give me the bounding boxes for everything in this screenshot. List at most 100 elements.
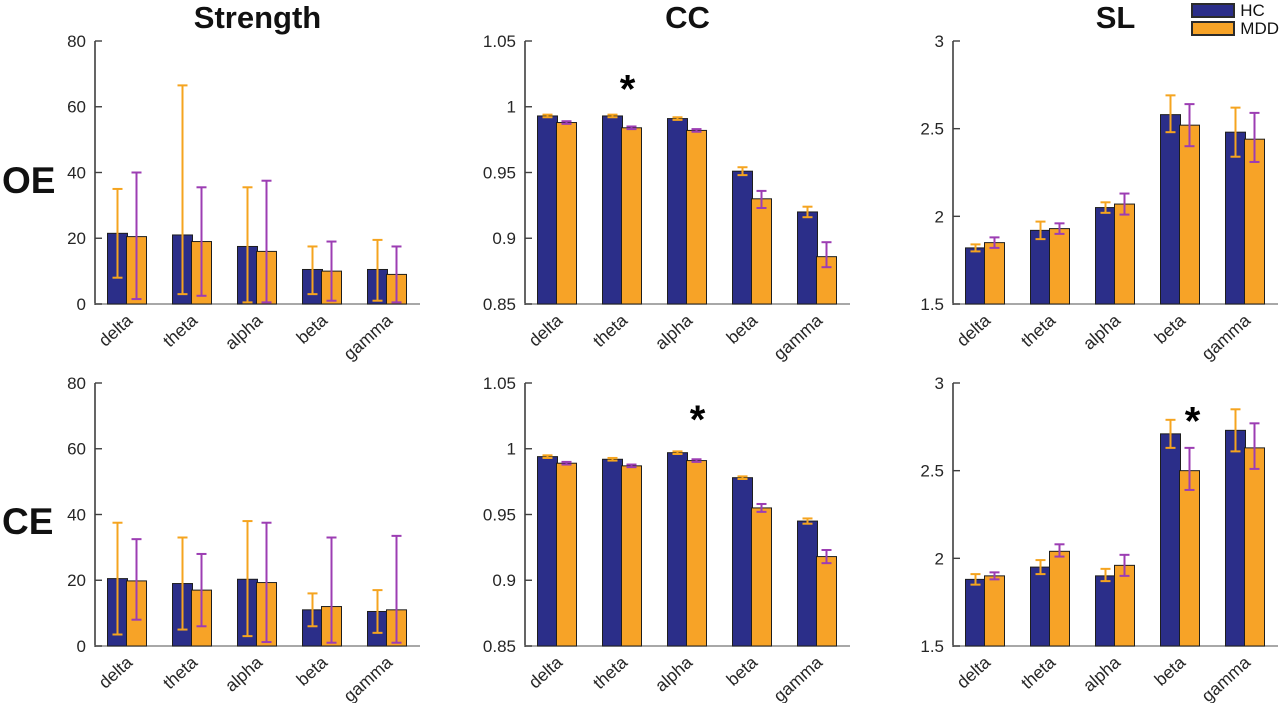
x-category-label: beta [1150,310,1189,348]
legend: HC MDD [1191,1,1279,37]
significance-star: * [690,398,706,442]
y-tick-label: 1.05 [483,374,516,393]
x-category-label: delta [953,310,995,350]
hc-errorbar-beta [307,245,318,296]
col-title-strength: Strength [193,0,322,35]
y-tick-label: 2.5 [920,462,944,481]
x-category-label: gamma [769,652,826,703]
mdd-bar-delta [984,242,1005,305]
x-category-label: alpha [221,652,266,696]
mdd-bar-beta [1179,470,1200,647]
hc-errorbar-alpha [242,186,253,304]
mdd-bar-theta [1049,550,1070,647]
chart-ce-strength: 0 20 40 60 80 delta theta alpha beta gamma [67,374,420,703]
mdd-errorbar-beta [756,189,767,210]
hc-bar-alpha [1095,207,1116,305]
x-category-label: delta [95,310,137,350]
hc-errorbar-delta [542,454,553,459]
hc-errorbar-theta [607,113,618,119]
hc-bar-beta [1160,433,1181,647]
mdd-bar-delta [556,462,577,647]
hc-errorbar-gamma [372,589,383,634]
mdd-bar-beta [751,507,772,647]
x-category-label: theta [159,652,202,693]
hc-bar-beta [732,170,753,305]
y-tick-label: 40 [67,163,86,182]
mdd-legend-swatch [1191,21,1236,36]
hc-errorbar-beta [1165,94,1176,134]
mdd-errorbar-delta [561,120,572,125]
y-tick-label: 1.5 [920,637,944,656]
hc-errorbar-gamma [802,517,813,525]
hc-errorbar-delta [542,113,553,119]
y-tick-label: 60 [67,98,86,117]
y-tick-label: 0.85 [483,637,516,656]
y-tick-label: 1 [507,440,516,459]
col-title-sl: SL [1095,0,1136,35]
mdd-bar-beta [751,198,772,305]
y-tick-label: 0.9 [492,571,516,590]
x-category-label: alpha [1079,310,1124,354]
y-tick-label: 1.5 [920,295,944,314]
mdd-errorbar-beta [326,536,337,644]
mdd-errorbar-theta [196,186,207,297]
x-category-label: alpha [651,310,696,354]
hc-errorbar-gamma [1230,106,1241,158]
mdd-bar-alpha [686,460,707,647]
hc-bar-alpha [667,118,688,305]
mdd-errorbar-beta [1184,446,1195,491]
mdd-errorbar-alpha [691,128,702,133]
mdd-errorbar-theta [626,463,637,469]
hc-bar-gamma [1225,429,1246,647]
hc-errorbar-alpha [672,450,683,456]
mdd-errorbar-theta [626,125,637,131]
hc-errorbar-alpha [1100,567,1111,583]
mdd-errorbar-alpha [261,179,272,304]
hc-errorbar-theta [177,84,188,296]
hc-bar-gamma [1225,131,1246,305]
mdd-bar-theta [621,127,642,305]
x-category-label: beta [722,652,761,690]
mdd-bar-delta [984,575,1005,647]
y-tick-label: 0.9 [492,229,516,248]
hc-bar-alpha [1095,575,1116,647]
mdd-errorbar-gamma [1249,422,1260,470]
hc-bar-delta [537,456,558,647]
mdd-errorbar-delta [989,236,1000,249]
x-category-label: gamma [339,652,396,703]
chart-ce-cc: 0.85 0.9 0.95 1 1.05 delta theta alpha beta gamma… [483,374,850,703]
hc-errorbar-alpha [1100,201,1111,214]
hc-bar-delta [537,115,558,305]
hc-errorbar-theta [607,456,618,462]
x-category-label: beta [722,310,761,348]
hc-bar-theta [602,458,623,647]
mdd-errorbar-beta [326,240,337,302]
y-tick-label: 2 [935,207,944,226]
mdd-errorbar-gamma [391,534,402,644]
row-label-ce: CE [2,501,54,542]
mdd-errorbar-beta [756,502,767,513]
x-category-label: theta [1017,310,1060,351]
mdd-errorbar-delta [131,538,142,621]
col-title-cc: CC [665,0,710,35]
mdd-errorbar-alpha [1119,553,1130,577]
mdd-errorbar-gamma [1249,111,1260,163]
mdd-errorbar-gamma [821,549,832,565]
hc-errorbar-gamma [1230,408,1241,453]
chart-oe-cc: 0.85 0.9 0.95 1 1.05 delta theta alpha beta gamma… [483,32,850,364]
x-category-label: beta [292,310,331,348]
x-category-label: delta [525,310,567,350]
mdd-errorbar-delta [561,460,572,466]
mdd-errorbar-theta [1054,543,1065,558]
y-tick-label: 3 [935,374,944,393]
hc-legend-label: HC [1240,1,1265,20]
mdd-errorbar-delta [131,171,142,301]
chart-oe-sl: 1.5 2 2.5 3 delta theta alpha beta gamma [920,32,1278,364]
hc-bar-gamma [797,211,818,305]
y-tick-label: 80 [67,374,86,393]
hc-bar-delta [965,247,986,305]
x-category-label: theta [589,310,632,351]
mdd-errorbar-alpha [1119,192,1130,216]
mdd-bar-alpha [1114,203,1135,305]
y-tick-label: 0 [77,637,86,656]
